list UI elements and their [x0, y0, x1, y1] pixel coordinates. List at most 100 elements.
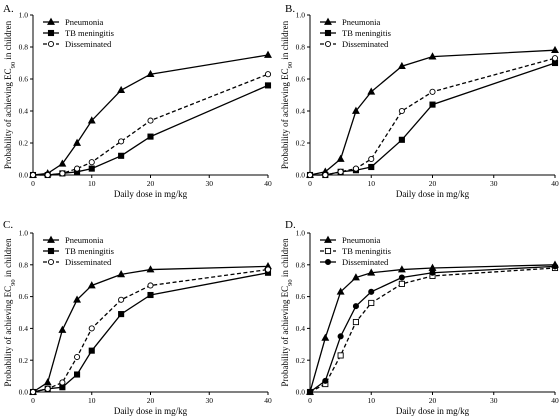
x-tick-label: 30 — [490, 179, 498, 188]
y-tick-label: 0.0 — [19, 171, 29, 180]
y-tick-label: 0.2 — [19, 356, 29, 365]
data-point — [368, 288, 375, 295]
data-point — [428, 52, 437, 60]
data-point — [367, 268, 376, 276]
data-point — [352, 318, 359, 326]
chart-panel: B. 0.0 0.2 0.4 0.6 0.8 1.0 0 10 20 30 40 Daily dose … — [280, 3, 559, 199]
chart-panel: D. 0.0 0.2 0.4 0.6 0.8 1.0 0 10 20 30 40 Daily dose … — [280, 219, 559, 416]
y-tick-label: 0.4 — [19, 107, 29, 116]
legend-label: Disseminated — [342, 257, 389, 267]
chart-panel: A. 0.0 0.2 0.4 0.6 0.8 1.0 0 10 20 30 40 Daily dose … — [3, 3, 272, 199]
panel-label: D. — [285, 219, 296, 231]
data-point — [74, 371, 81, 378]
y-axis-title: Probability of achieving EC90 in childre… — [280, 238, 294, 387]
legend-label: TB meningitis — [342, 28, 391, 38]
data-point — [147, 133, 154, 140]
data-point — [74, 165, 81, 172]
y-axis-title: Probability of achieving EC90 in childre… — [280, 20, 294, 169]
legend-marker — [324, 258, 332, 266]
series — [29, 266, 272, 396]
x-tick-label: 0 — [308, 396, 312, 405]
y-tick-label: 0.6 — [296, 75, 306, 84]
series — [306, 264, 559, 396]
data-point — [351, 106, 360, 114]
x-tick-label: 0 — [31, 396, 35, 405]
legend-marker — [47, 258, 55, 266]
series — [306, 45, 559, 178]
legend-label: Disseminated — [65, 39, 112, 49]
legend-marker — [324, 40, 332, 48]
data-point — [337, 333, 344, 340]
legend-label: Pneumonia — [342, 17, 380, 27]
legend-label: Pneumonia — [65, 17, 103, 27]
data-point — [74, 353, 81, 361]
data-point — [118, 152, 125, 159]
data-point — [264, 266, 272, 273]
x-tick-label: 40 — [264, 179, 272, 188]
data-point — [306, 171, 314, 179]
legend-marker — [47, 40, 55, 48]
data-point — [59, 379, 66, 386]
data-point — [264, 82, 272, 89]
data-point — [117, 85, 126, 94]
legend-marker — [47, 235, 55, 243]
data-point — [59, 170, 66, 177]
legend-label: Pneumonia — [65, 235, 103, 245]
legend-label: Disseminated — [65, 257, 112, 267]
data-point — [322, 377, 329, 384]
data-point — [429, 101, 436, 108]
x-tick-label: 40 — [264, 396, 272, 405]
data-point — [337, 168, 344, 175]
data-point — [429, 88, 436, 95]
data-point — [336, 154, 345, 162]
x-tick-label: 30 — [490, 396, 498, 405]
x-axis-title: Daily dose in mg/kg — [114, 406, 188, 416]
legend-label: Disseminated — [342, 39, 389, 49]
series-line — [33, 84, 269, 176]
series — [29, 50, 272, 178]
data-point — [429, 269, 436, 276]
legend-label: Pneumonia — [342, 235, 380, 245]
y-tick-label: 0.6 — [296, 292, 306, 301]
data-point — [87, 116, 96, 124]
chart-panel: C. 0.0 0.2 0.4 0.6 0.8 1.0 0 10 20 30 40 Daily dose … — [3, 219, 272, 416]
y-axis-title: Probability of achieving EC90 in childre… — [3, 20, 17, 169]
data-point — [398, 136, 405, 143]
data-point — [336, 287, 345, 295]
x-tick-label: 10 — [88, 179, 96, 188]
series-line — [32, 265, 269, 393]
data-point — [352, 303, 359, 310]
data-point — [73, 138, 82, 146]
data-point — [118, 296, 125, 303]
legend-label: TB meningitis — [65, 28, 114, 38]
y-tick-label: 0.0 — [296, 388, 306, 397]
data-point — [368, 299, 375, 307]
x-axis-title: Daily dose in mg/kg — [114, 189, 188, 199]
legend-marker — [324, 17, 332, 25]
data-point — [397, 61, 406, 70]
series — [29, 82, 272, 179]
series — [306, 263, 559, 396]
series-line — [310, 57, 556, 176]
data-point — [351, 273, 360, 281]
series-line — [309, 264, 556, 393]
series-line — [309, 265, 556, 393]
legend-marker — [324, 29, 332, 37]
data-point — [551, 55, 559, 62]
y-tick-label: 0.8 — [296, 260, 306, 269]
x-tick-label: 10 — [88, 396, 96, 405]
y-tick-label: 1.0 — [296, 11, 306, 20]
y-tick-label: 0.8 — [19, 43, 29, 52]
series-line — [310, 62, 556, 176]
data-point — [147, 117, 154, 124]
x-tick-label: 20 — [147, 396, 155, 405]
data-point — [398, 280, 405, 287]
series — [306, 55, 559, 179]
series-line — [309, 49, 556, 176]
data-point — [147, 291, 154, 299]
x-tick-label: 30 — [206, 396, 214, 405]
data-point — [368, 155, 375, 163]
data-point — [264, 50, 272, 58]
legend-marker — [324, 235, 332, 243]
